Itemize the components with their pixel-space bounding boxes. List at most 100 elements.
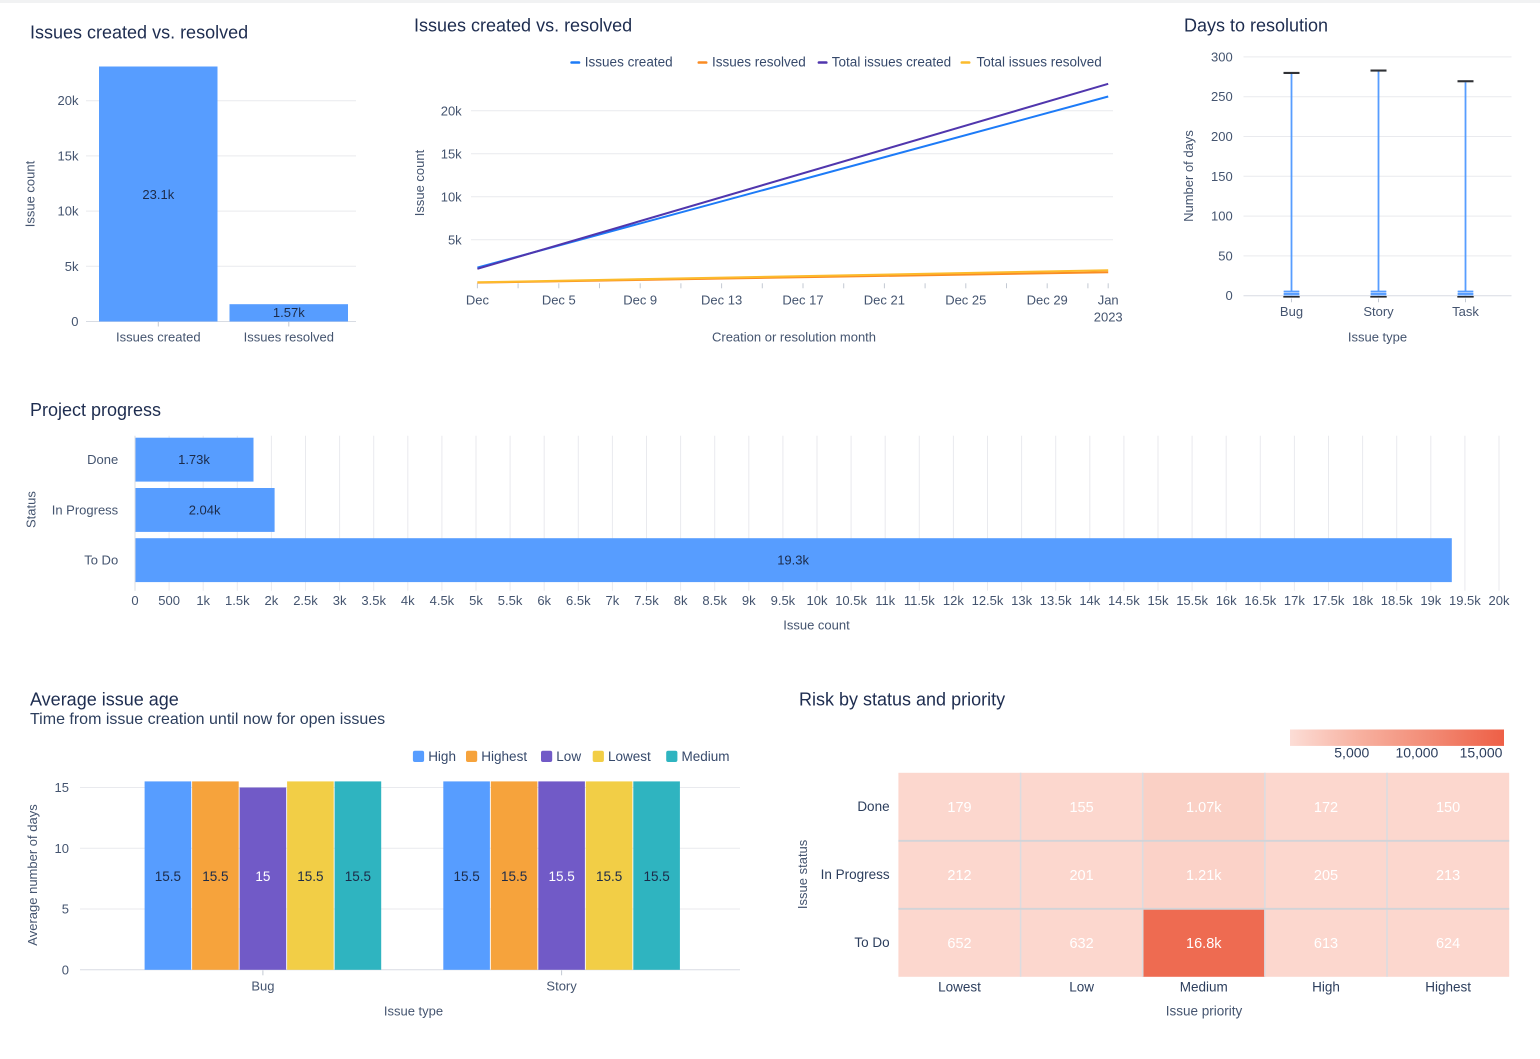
svg-text:632: 632 [1069, 936, 1093, 952]
svg-text:150: 150 [1211, 169, 1233, 184]
svg-text:Issue type: Issue type [1348, 330, 1407, 345]
svg-text:Issues resolved: Issues resolved [712, 55, 806, 70]
svg-text:18k: 18k [1352, 593, 1373, 608]
svg-text:In Progress: In Progress [821, 867, 890, 882]
svg-text:Low: Low [556, 749, 581, 764]
svg-text:Number of days: Number of days [1181, 130, 1196, 222]
svg-text:10k: 10k [58, 204, 79, 219]
svg-text:To Do: To Do [84, 553, 118, 568]
svg-text:12.5k: 12.5k [972, 593, 1004, 608]
svg-text:Task: Task [1452, 304, 1479, 319]
svg-text:16.5k: 16.5k [1244, 593, 1276, 608]
svg-text:3.5k: 3.5k [361, 593, 386, 608]
svg-text:19k: 19k [1420, 593, 1441, 608]
svg-text:250: 250 [1211, 89, 1233, 104]
svg-text:624: 624 [1436, 936, 1460, 952]
svg-text:1.73k: 1.73k [178, 452, 210, 467]
svg-text:Story: Story [1363, 304, 1394, 319]
svg-text:15.5: 15.5 [202, 869, 228, 884]
svg-text:613: 613 [1314, 936, 1338, 952]
svg-text:0: 0 [1225, 288, 1232, 303]
svg-text:10,000: 10,000 [1395, 745, 1438, 761]
svg-text:8k: 8k [674, 593, 688, 608]
svg-text:15.5: 15.5 [643, 869, 669, 884]
svg-text:Dec 5: Dec 5 [542, 293, 576, 308]
svg-text:200: 200 [1211, 129, 1233, 144]
svg-text:205: 205 [1314, 868, 1338, 884]
svg-text:20k: 20k [58, 93, 79, 108]
svg-text:17.5k: 17.5k [1313, 593, 1345, 608]
svg-text:0: 0 [131, 593, 138, 608]
svg-text:Dec 25: Dec 25 [945, 293, 986, 308]
svg-text:5,000: 5,000 [1334, 745, 1369, 761]
svg-text:Issues created: Issues created [585, 55, 673, 70]
svg-text:2k: 2k [265, 593, 279, 608]
svg-text:500: 500 [158, 593, 180, 608]
svg-text:1.07k: 1.07k [1186, 800, 1222, 816]
svg-text:5k: 5k [65, 259, 79, 274]
svg-text:15.5: 15.5 [501, 869, 527, 884]
svg-text:4.5k: 4.5k [430, 593, 455, 608]
svg-text:Status: Status [24, 491, 39, 528]
svg-text:15: 15 [255, 869, 270, 884]
svg-text:Issue type: Issue type [384, 1004, 443, 1019]
svg-text:23.1k: 23.1k [142, 187, 174, 202]
svg-text:Medium: Medium [682, 749, 730, 764]
svg-text:652: 652 [947, 936, 971, 952]
svg-text:Dec 21: Dec 21 [864, 293, 905, 308]
svg-text:To Do: To Do [854, 935, 889, 950]
svg-text:155: 155 [1069, 800, 1093, 816]
svg-text:Average number of days: Average number of days [25, 804, 40, 946]
svg-text:50: 50 [1218, 248, 1232, 263]
svg-text:Dec 29: Dec 29 [1027, 293, 1068, 308]
svg-text:Issue count: Issue count [412, 149, 427, 216]
svg-text:7k: 7k [606, 593, 620, 608]
svg-text:Highest: Highest [481, 749, 527, 764]
svg-text:15.5: 15.5 [596, 869, 622, 884]
svg-text:Medium: Medium [1180, 980, 1228, 995]
svg-text:13.5k: 13.5k [1040, 593, 1072, 608]
svg-text:16.8k: 16.8k [1186, 936, 1222, 952]
svg-text:1k: 1k [196, 593, 210, 608]
svg-text:11.5k: 11.5k [904, 593, 935, 608]
svg-text:13k: 13k [1011, 593, 1032, 608]
svg-text:Done: Done [87, 452, 118, 467]
svg-text:300: 300 [1211, 49, 1233, 64]
svg-text:5k: 5k [469, 593, 483, 608]
svg-text:9.5k: 9.5k [771, 593, 796, 608]
svg-text:Issues created: Issues created [116, 330, 201, 345]
svg-text:Dec 9: Dec 9 [623, 293, 657, 308]
svg-text:2.04k: 2.04k [189, 503, 221, 518]
svg-text:17k: 17k [1284, 593, 1305, 608]
svg-text:Risk by status and priority: Risk by status and priority [799, 690, 1005, 710]
svg-text:11k: 11k [875, 593, 895, 608]
svg-text:Issues created vs. resolved: Issues created vs. resolved [414, 16, 632, 36]
svg-text:2.5k: 2.5k [293, 593, 318, 608]
svg-text:213: 213 [1436, 868, 1460, 884]
svg-text:8.5k: 8.5k [702, 593, 727, 608]
svg-text:2023: 2023 [1094, 310, 1123, 325]
svg-text:10k: 10k [441, 189, 462, 204]
svg-text:20k: 20k [441, 103, 462, 118]
svg-text:Issue priority: Issue priority [1166, 1004, 1243, 1019]
svg-text:Lowest: Lowest [938, 980, 981, 995]
svg-text:Issue count: Issue count [23, 160, 38, 227]
svg-text:14.5k: 14.5k [1108, 593, 1140, 608]
svg-text:150: 150 [1436, 800, 1460, 816]
svg-text:0: 0 [71, 314, 78, 329]
svg-text:14k: 14k [1079, 593, 1100, 608]
svg-text:7.5k: 7.5k [634, 593, 659, 608]
svg-text:High: High [428, 749, 456, 764]
svg-text:Issue count: Issue count [783, 618, 850, 633]
svg-text:15.5: 15.5 [548, 869, 574, 884]
svg-text:15.5: 15.5 [345, 869, 371, 884]
svg-text:15.5: 15.5 [155, 869, 181, 884]
svg-text:18.5k: 18.5k [1381, 593, 1413, 608]
svg-text:Dec 13: Dec 13 [701, 293, 742, 308]
svg-text:Average issue age: Average issue age [30, 690, 179, 710]
svg-text:1.57k: 1.57k [273, 305, 305, 320]
svg-text:15k: 15k [441, 146, 462, 161]
svg-text:15k: 15k [1148, 593, 1169, 608]
svg-text:5k: 5k [448, 232, 462, 247]
svg-text:10k: 10k [807, 593, 828, 608]
